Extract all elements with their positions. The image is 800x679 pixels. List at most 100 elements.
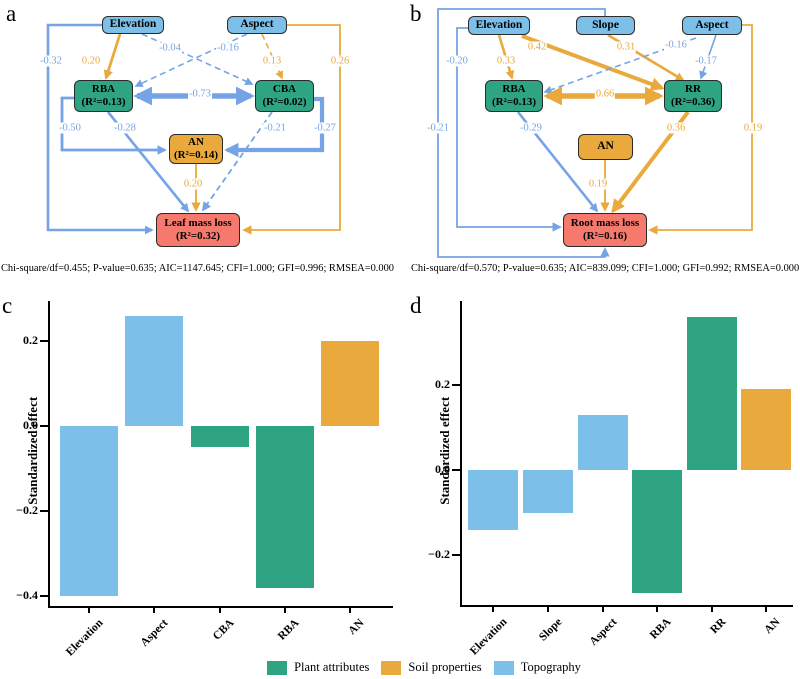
node-label: (R²=0.32) [175, 230, 221, 242]
node-elevation: Elevation [468, 16, 530, 35]
chart-c-bar-aspect [125, 315, 183, 426]
coefficient-aspect-to-root_mass_loss: 0.19 [742, 122, 764, 134]
chart-c-y-axis [47, 301, 50, 609]
node-elevation: Elevation [102, 16, 164, 34]
chart-c-x-tick [348, 606, 352, 613]
chart-c-y-tick [40, 424, 50, 428]
node-aspect: Aspect [227, 16, 287, 34]
node-leaf_mass_loss: Leaf mass loss (R²=0.32) [156, 213, 240, 247]
coefficient-an-to-root_mass_loss: 0.19 [587, 178, 609, 190]
legend-label-topography: Topography [520, 660, 581, 674]
coefficient-elevation-to-leaf_mass_loss: -0.32 [39, 55, 63, 67]
panel-a-sem-diagram: a Chi-square/df=0.455; P-value=0.635; AI… [0, 0, 400, 290]
panel-label-d: d [410, 293, 422, 318]
legend-item-plant: Plant attributes [267, 660, 369, 675]
node-label: AN [188, 136, 204, 149]
coefficient-rba-to-leaf_mass_loss: -0.28 [113, 122, 137, 134]
chart-c-bar-an [321, 341, 379, 426]
node-label: (R²=0.02) [262, 96, 307, 108]
legend-swatch-soil [381, 660, 402, 675]
coefficient-an-to-leaf_mass_loss: 0.20 [182, 178, 204, 190]
chart-c-x-tick [87, 606, 91, 613]
chart-c-y-tick [40, 509, 50, 513]
chart-d-x-tick [491, 605, 495, 612]
coefficient-rba-to-root_mass_loss: -0.29 [519, 122, 543, 134]
chart-d-y-axis-title: Standardized effect [437, 396, 453, 505]
chart-c-bar-elevation [60, 426, 118, 596]
path-aspect-to-rba [543, 37, 697, 94]
chart-c-y-tick-label: 0.2 [23, 333, 38, 347]
chart-d-bar-rba [632, 470, 682, 594]
coefficient-slope-to-rr: 0.31 [615, 41, 637, 53]
chart-c-x-tick [283, 606, 287, 613]
coefficient-elevation-to-rba: 0.33 [495, 55, 517, 67]
chart-c-y-tick-label: −0.2 [16, 503, 38, 517]
legend-item-topography: Topography [493, 660, 581, 675]
panel-label-b: b [410, 1, 422, 26]
chart-c-bar-rba [256, 426, 314, 588]
fit-statistics-a: Chi-square/df=0.455; P-value=0.635; AIC=… [1, 263, 394, 274]
node-label: Elevation [109, 18, 157, 31]
panel-b-sem-diagram: b Chi-square/df=0.570; P-value=0.635; AI… [400, 0, 800, 290]
node-label: (R²=0.13) [81, 96, 126, 108]
node-cba: CBA (R²=0.02) [255, 80, 314, 112]
node-label: RR [685, 83, 701, 96]
chart-d-y-tick-label: 0.0 [435, 462, 450, 476]
panel-label-a: a [6, 1, 17, 26]
fit-statistics-b: Chi-square/df=0.570; P-value=0.635; AIC=… [411, 263, 800, 274]
node-label: CBA [272, 83, 297, 96]
node-label: Aspect [695, 18, 729, 31]
node-label: AN [597, 140, 614, 153]
node-label: (R²=0.14) [173, 149, 219, 161]
chart-d-y-axis [459, 301, 462, 608]
node-label: (R²=0.16) [582, 230, 628, 242]
node-label: RBA [91, 83, 116, 96]
node-label: Root mass loss [570, 217, 640, 230]
chart-d-y-tick [452, 468, 462, 472]
coefficient-rba-to-rr: 0.66 [594, 88, 616, 100]
node-label: (R²=0.36) [670, 96, 716, 108]
coefficient-aspect-to-rba: -0.16 [216, 42, 240, 54]
chart-d-bar-an [741, 389, 791, 470]
coefficient-aspect-to-rr: -0.17 [694, 55, 718, 67]
chart-c-x-tick [218, 606, 222, 613]
coefficient-rba-to-an: -0.50 [58, 122, 82, 134]
chart-d-x-axis [459, 605, 793, 608]
coefficient-aspect-to-leaf_mass_loss: 0.26 [329, 55, 351, 67]
chart-d-bar-elevation [468, 470, 518, 530]
chart-c-x-tick [152, 606, 156, 613]
node-label: Leaf mass loss [164, 217, 232, 230]
legend-label-soil: Soil properties [408, 660, 482, 674]
coefficient-slope-to-root_mass_loss: -0.21 [426, 122, 450, 134]
chart-c-y-tick-label: −0.4 [16, 588, 38, 602]
chart-d-y-tick [452, 383, 462, 387]
node-slope: Slope [576, 16, 635, 35]
coefficient-rr-to-root_mass_loss: 0.36 [665, 122, 687, 134]
chart-d-x-tick [601, 605, 605, 612]
chart-d-x-tick [764, 605, 768, 612]
legend-label-plant: Plant attributes [294, 660, 370, 674]
coefficient-elevation-to-cba: -0.04 [158, 42, 182, 54]
node-label: RBA [502, 83, 526, 96]
chart-d-x-tick [710, 605, 714, 612]
chart-d-y-tick [452, 553, 462, 557]
chart-d-bar-slope [523, 470, 573, 513]
path-aspect-to-leaf_mass_loss [242, 24, 341, 235]
node-label: Aspect [240, 18, 274, 31]
node-label: Elevation [475, 18, 523, 31]
path-elevation-to-leaf_mass_loss [46, 23, 154, 235]
node-label: Slope [592, 18, 619, 31]
path-elevation-to-root_mass_loss [456, 27, 562, 232]
chart-c-bar-cba [191, 426, 249, 448]
coefficient-cba-to-leaf_mass_loss: -0.21 [263, 122, 287, 134]
chart-d-bar-aspect [578, 414, 628, 470]
node-rba: RBA (R²=0.13) [74, 80, 133, 112]
chart-c-y-axis-title: Standardized effect [25, 396, 41, 505]
chart-d-y-tick-label: −0.2 [428, 547, 450, 561]
chart-c-y-tick [40, 594, 50, 598]
chart-d-x-tick [655, 605, 659, 612]
node-an: AN (R²=0.14) [169, 134, 223, 164]
coefficient-rba-to-cba: -0.73 [188, 88, 212, 100]
